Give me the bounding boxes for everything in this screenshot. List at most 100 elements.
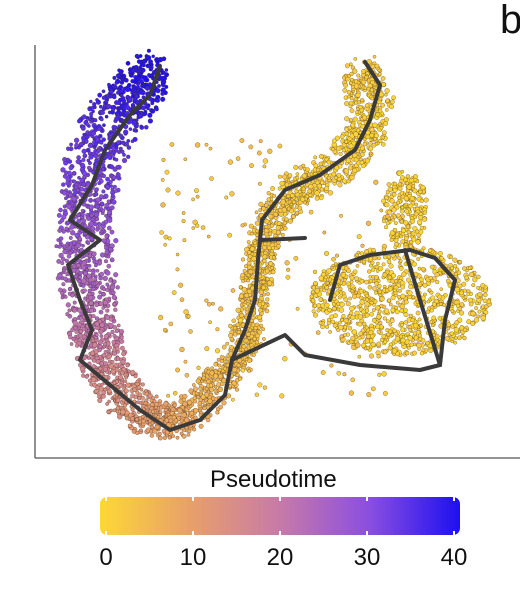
cell-point — [346, 268, 352, 274]
cell-point — [59, 218, 65, 223]
cell-point — [68, 241, 73, 246]
cell-point — [115, 346, 120, 352]
cell-point — [94, 316, 100, 321]
cell-point — [77, 322, 83, 328]
cell-point — [104, 99, 109, 103]
cell-point — [148, 66, 154, 72]
cell-point — [232, 367, 238, 373]
cell-point — [159, 230, 164, 235]
cell-point — [71, 171, 77, 176]
cell-point — [125, 60, 131, 66]
cell-point — [240, 272, 245, 278]
cell-point — [409, 195, 415, 202]
cell-point — [394, 305, 399, 310]
cell-point — [92, 140, 96, 144]
cell-point — [72, 300, 77, 305]
cell-point — [76, 307, 82, 313]
cell-point — [119, 345, 125, 351]
cell-point — [204, 298, 209, 303]
cell-point — [88, 268, 92, 273]
cell-point — [144, 391, 149, 396]
cell-point — [101, 137, 106, 142]
cell-point — [281, 174, 288, 180]
cell-point — [368, 146, 374, 152]
cell-point — [140, 395, 145, 400]
cell-point — [476, 286, 480, 290]
cell-point — [403, 220, 409, 226]
cell-point — [432, 302, 437, 307]
cell-point — [194, 391, 199, 396]
cell-point — [228, 323, 233, 329]
cell-point — [311, 285, 316, 290]
cell-point — [344, 63, 350, 69]
cell-point — [368, 279, 373, 284]
cell-point — [327, 307, 332, 313]
cell-point — [311, 309, 316, 314]
cell-point — [191, 226, 196, 230]
cell-point — [382, 316, 387, 321]
cell-point — [390, 318, 395, 323]
cell-point — [106, 410, 111, 415]
cell-point — [204, 142, 209, 147]
cell-point — [99, 231, 104, 236]
cell-point — [370, 64, 376, 69]
cell-point — [349, 71, 354, 77]
cell-point — [395, 232, 400, 237]
cell-point — [97, 126, 102, 132]
cell-point — [379, 125, 384, 130]
cell-point — [400, 293, 406, 299]
cell-point — [147, 73, 151, 77]
cell-point — [318, 161, 323, 167]
cell-point — [154, 394, 159, 399]
cell-point — [229, 191, 235, 197]
cell-point — [98, 309, 104, 315]
cell-point — [102, 366, 108, 372]
cell-point — [293, 255, 299, 261]
cell-point — [454, 320, 460, 325]
cell-point — [362, 321, 367, 327]
cell-point — [383, 339, 388, 344]
cell-point — [101, 306, 106, 310]
cell-point — [384, 202, 390, 208]
cell-point — [76, 218, 82, 224]
cell-point — [95, 227, 100, 232]
cell-point — [56, 238, 61, 242]
cell-point — [241, 344, 247, 349]
cell-point — [164, 169, 170, 175]
cell-point — [262, 158, 269, 164]
cell-point — [387, 275, 393, 280]
cell-point — [60, 167, 66, 173]
cell-point — [150, 101, 155, 106]
cell-point — [403, 312, 409, 318]
cell-point — [360, 145, 365, 151]
cell-point — [134, 417, 140, 422]
cell-point — [353, 131, 359, 137]
cell-point — [91, 313, 96, 319]
cell-point — [133, 374, 138, 379]
cell-point — [88, 197, 94, 203]
cell-point — [446, 326, 451, 331]
cell-point — [68, 192, 73, 198]
cell-point — [480, 315, 486, 321]
cell-point — [209, 370, 215, 376]
cell-point — [221, 400, 227, 406]
cell-point — [116, 323, 121, 328]
cell-point — [334, 135, 340, 141]
cell-point — [454, 336, 458, 340]
cell-point — [140, 74, 146, 80]
cell-point — [83, 296, 88, 301]
cell-point — [352, 116, 358, 122]
cell-point — [64, 226, 69, 232]
cell-point — [368, 353, 375, 359]
cell-point — [140, 414, 145, 419]
cell-point — [480, 304, 486, 309]
cell-point — [106, 199, 111, 204]
cell-point — [419, 225, 424, 230]
cell-point — [125, 154, 131, 160]
cell-point — [86, 355, 91, 360]
cell-point — [172, 402, 177, 408]
cell-point — [349, 311, 354, 316]
cell-point — [86, 165, 92, 171]
cell-point — [368, 330, 374, 336]
cell-point — [312, 312, 319, 318]
